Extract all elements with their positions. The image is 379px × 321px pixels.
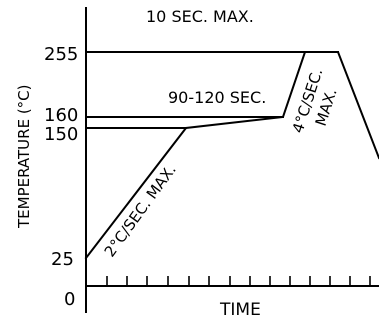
y-tick-0: 0 [64, 289, 75, 310]
temperature-profile-curve [84, 51, 379, 260]
y-tick-160: 160 [44, 105, 78, 126]
x-axis-ticks [106, 276, 371, 286]
y-axis-label: TEMPERATURE (°C) [15, 84, 33, 229]
x-axis-label: TIME [219, 300, 261, 320]
y-tick-255: 255 [44, 44, 78, 65]
soak-duration-note: 90-120 SEC. [168, 88, 266, 107]
y-tick-150: 150 [44, 124, 78, 145]
peak-duration-note: 10 SEC. MAX. [146, 7, 254, 26]
y-tick-25: 25 [51, 249, 74, 270]
ramp-up-rate-note: 2°C/SEC. MAX. [101, 161, 180, 260]
